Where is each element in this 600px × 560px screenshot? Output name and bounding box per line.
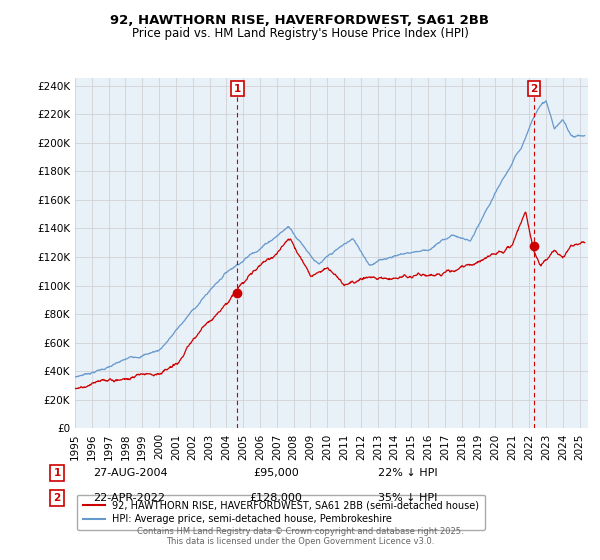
Text: 1: 1 bbox=[53, 468, 61, 478]
Text: Contains HM Land Registry data © Crown copyright and database right 2025.
This d: Contains HM Land Registry data © Crown c… bbox=[137, 526, 463, 546]
Text: 22% ↓ HPI: 22% ↓ HPI bbox=[378, 468, 437, 478]
Text: 22-APR-2022: 22-APR-2022 bbox=[93, 493, 165, 503]
Text: £95,000: £95,000 bbox=[253, 468, 299, 478]
Text: 2: 2 bbox=[53, 493, 61, 503]
Text: 92, HAWTHORN RISE, HAVERFORDWEST, SA61 2BB: 92, HAWTHORN RISE, HAVERFORDWEST, SA61 2… bbox=[110, 14, 490, 27]
Text: 1: 1 bbox=[234, 83, 241, 94]
Text: Price paid vs. HM Land Registry's House Price Index (HPI): Price paid vs. HM Land Registry's House … bbox=[131, 27, 469, 40]
Text: 2: 2 bbox=[530, 83, 538, 94]
Text: 35% ↓ HPI: 35% ↓ HPI bbox=[378, 493, 437, 503]
Legend: 92, HAWTHORN RISE, HAVERFORDWEST, SA61 2BB (semi-detached house), HPI: Average p: 92, HAWTHORN RISE, HAVERFORDWEST, SA61 2… bbox=[77, 494, 485, 530]
Text: 27-AUG-2004: 27-AUG-2004 bbox=[93, 468, 167, 478]
Text: £128,000: £128,000 bbox=[250, 493, 302, 503]
